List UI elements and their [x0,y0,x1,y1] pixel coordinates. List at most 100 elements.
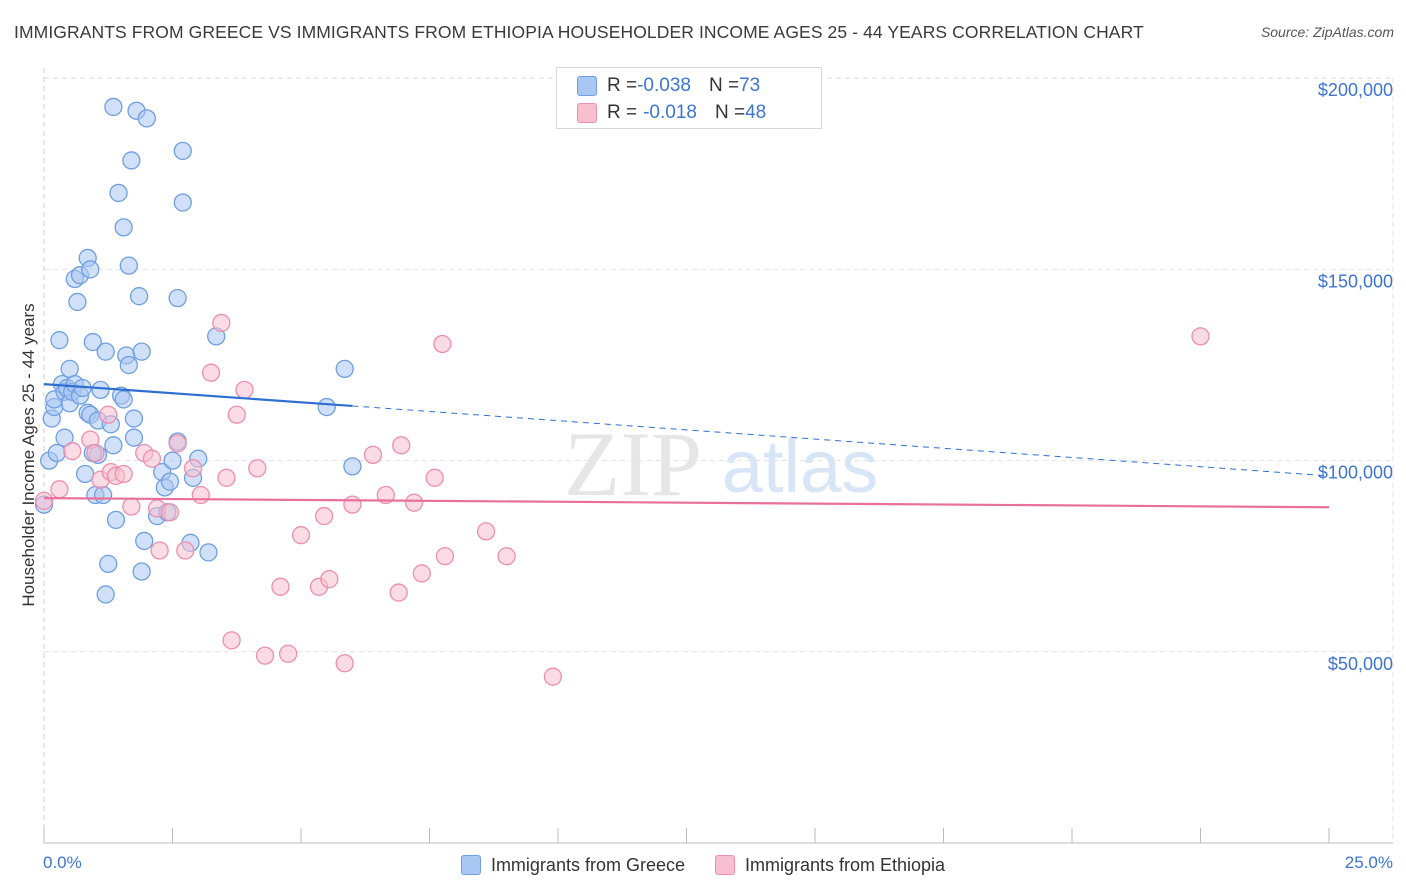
greece-point-20 [75,464,95,484]
ethiopia-point-40 [404,493,424,512]
y-tick-labels: $50,000 $100,000 $150,000 $200,000 [1318,80,1393,674]
ethiopia-point-42 [425,468,444,487]
watermark-atlas: atlas [722,425,878,508]
ethiopia-point-20 [201,363,221,382]
greece-point-51 [135,531,154,551]
legend-n-label: N = [714,102,746,123]
greece-point-68 [317,397,336,417]
greece-point-30 [93,485,113,505]
source-label: Source: ZipAtlas.com [1260,24,1394,40]
series-ethiopia-points [34,313,1210,686]
legend-n-value-greece: 73 [739,75,761,96]
greece-point-62 [173,141,192,161]
greece-point-49 [132,342,151,361]
legend-swatch-greece [577,76,597,96]
ethiopia-point-47 [543,667,563,686]
greece-point-36 [104,97,123,117]
ethiopia-point-32 [314,506,334,526]
ethiopia-point-33 [320,570,339,589]
ethiopia-point-43 [433,334,452,354]
legend-swatch-ethiopia [714,855,735,875]
greece-point-45 [124,428,144,447]
greece-trend-dashed [352,405,1330,477]
ethiopia-point-26 [248,459,267,478]
ethiopia-point-27 [255,646,275,665]
greece-point-11 [60,359,79,378]
gridlines [44,77,1393,653]
legend-item-ethiopia: Immigrants from Ethiopia [714,854,946,876]
ethiopia-point-44 [435,547,455,566]
ethiopia-point-46 [497,547,516,566]
y-tick-label-2: $150,000 [1318,271,1393,291]
greece-point-31 [96,342,115,361]
ethiopia-point-10 [122,497,141,516]
greece-point-33 [96,585,115,604]
greece-point-57 [160,472,180,491]
greece-point-66 [199,543,218,562]
greece-point-58 [163,451,182,470]
greece-point-71 [114,390,133,409]
greece-point-32 [99,554,118,574]
ethiopia-point-35 [343,495,362,514]
legend-item-greece: Immigrants from Greece [460,854,685,876]
ethiopia-point-45 [476,522,496,541]
ethiopia-point-48 [1191,327,1210,346]
legend-r-label: R = [607,102,638,123]
ethiopia-point-2 [63,441,82,461]
ethiopia-point-9 [114,464,133,484]
y-tick-label-1: $100,000 [1318,463,1393,483]
greece-point-16 [68,292,87,312]
greece-point-38 [109,183,128,203]
greece-point-69 [335,359,354,378]
greece-point-42 [119,256,138,275]
legend-row-greece: R = -0.038 N = 73 [557,72,760,100]
axes [43,68,1394,844]
series-greece-points [34,97,362,604]
greece-point-48 [129,287,149,306]
greece-point-43 [119,355,138,375]
legend-swatch-greece [460,855,481,875]
greece-point-61 [173,193,192,212]
greece-point-52 [137,109,156,128]
stats-legend: R = -0.038 N = 73 R = -0.018 N = 48 [556,67,822,129]
watermark: ZIP atlas [564,413,878,515]
ethiopia-point-0 [34,491,54,510]
trend-lines [43,383,1330,509]
greece-point-37 [106,510,126,530]
greece-point-70 [343,457,362,476]
series-legend: Immigrants from Greece Immigrants from E… [0,852,1406,878]
ethiopia-point-30 [291,526,311,545]
greece-point-35 [104,436,123,455]
ethiopia-point-14 [150,541,169,560]
x-tick-label-right: 25.0% [1345,853,1393,872]
ethiopia-point-4 [86,443,105,463]
legend-r-value-ethiopia: -0.018 [643,102,697,123]
ethiopia-point-39 [392,436,411,455]
legend-n-label: N = [708,75,740,96]
ethiopia-point-21 [212,313,231,333]
ethiopia-point-41 [412,564,431,583]
greece-point-5 [47,443,66,463]
watermark-zip: ZIP [564,413,702,515]
greece-point-40 [114,218,133,237]
greece-trend-solid [43,383,353,408]
ethiopia-point-28 [271,577,290,596]
greece-point-25 [83,332,102,352]
greece-point-23 [81,260,100,279]
greece-point-6 [50,331,69,350]
x-tick-label-left: 0.0% [43,853,82,872]
ethiopia-trend [43,496,1330,509]
greece-point-46 [124,409,144,428]
legend-swatch-ethiopia [577,103,597,123]
ethiopia-point-34 [335,654,354,673]
ethiopia-point-37 [376,485,395,505]
legend-label-greece: Immigrants from Greece [490,854,685,875]
ethiopia-point-17 [176,541,195,560]
ethiopia-point-16 [168,434,187,453]
legend-label-ethiopia: Immigrants from Ethiopia [744,854,946,875]
ethiopia-point-24 [227,405,246,424]
ethiopia-point-19 [191,485,210,505]
chart-title: IMMIGRANTS FROM GREECE VS IMMIGRANTS FRO… [14,22,1144,42]
y-tick-label-0: $50,000 [1328,654,1393,674]
